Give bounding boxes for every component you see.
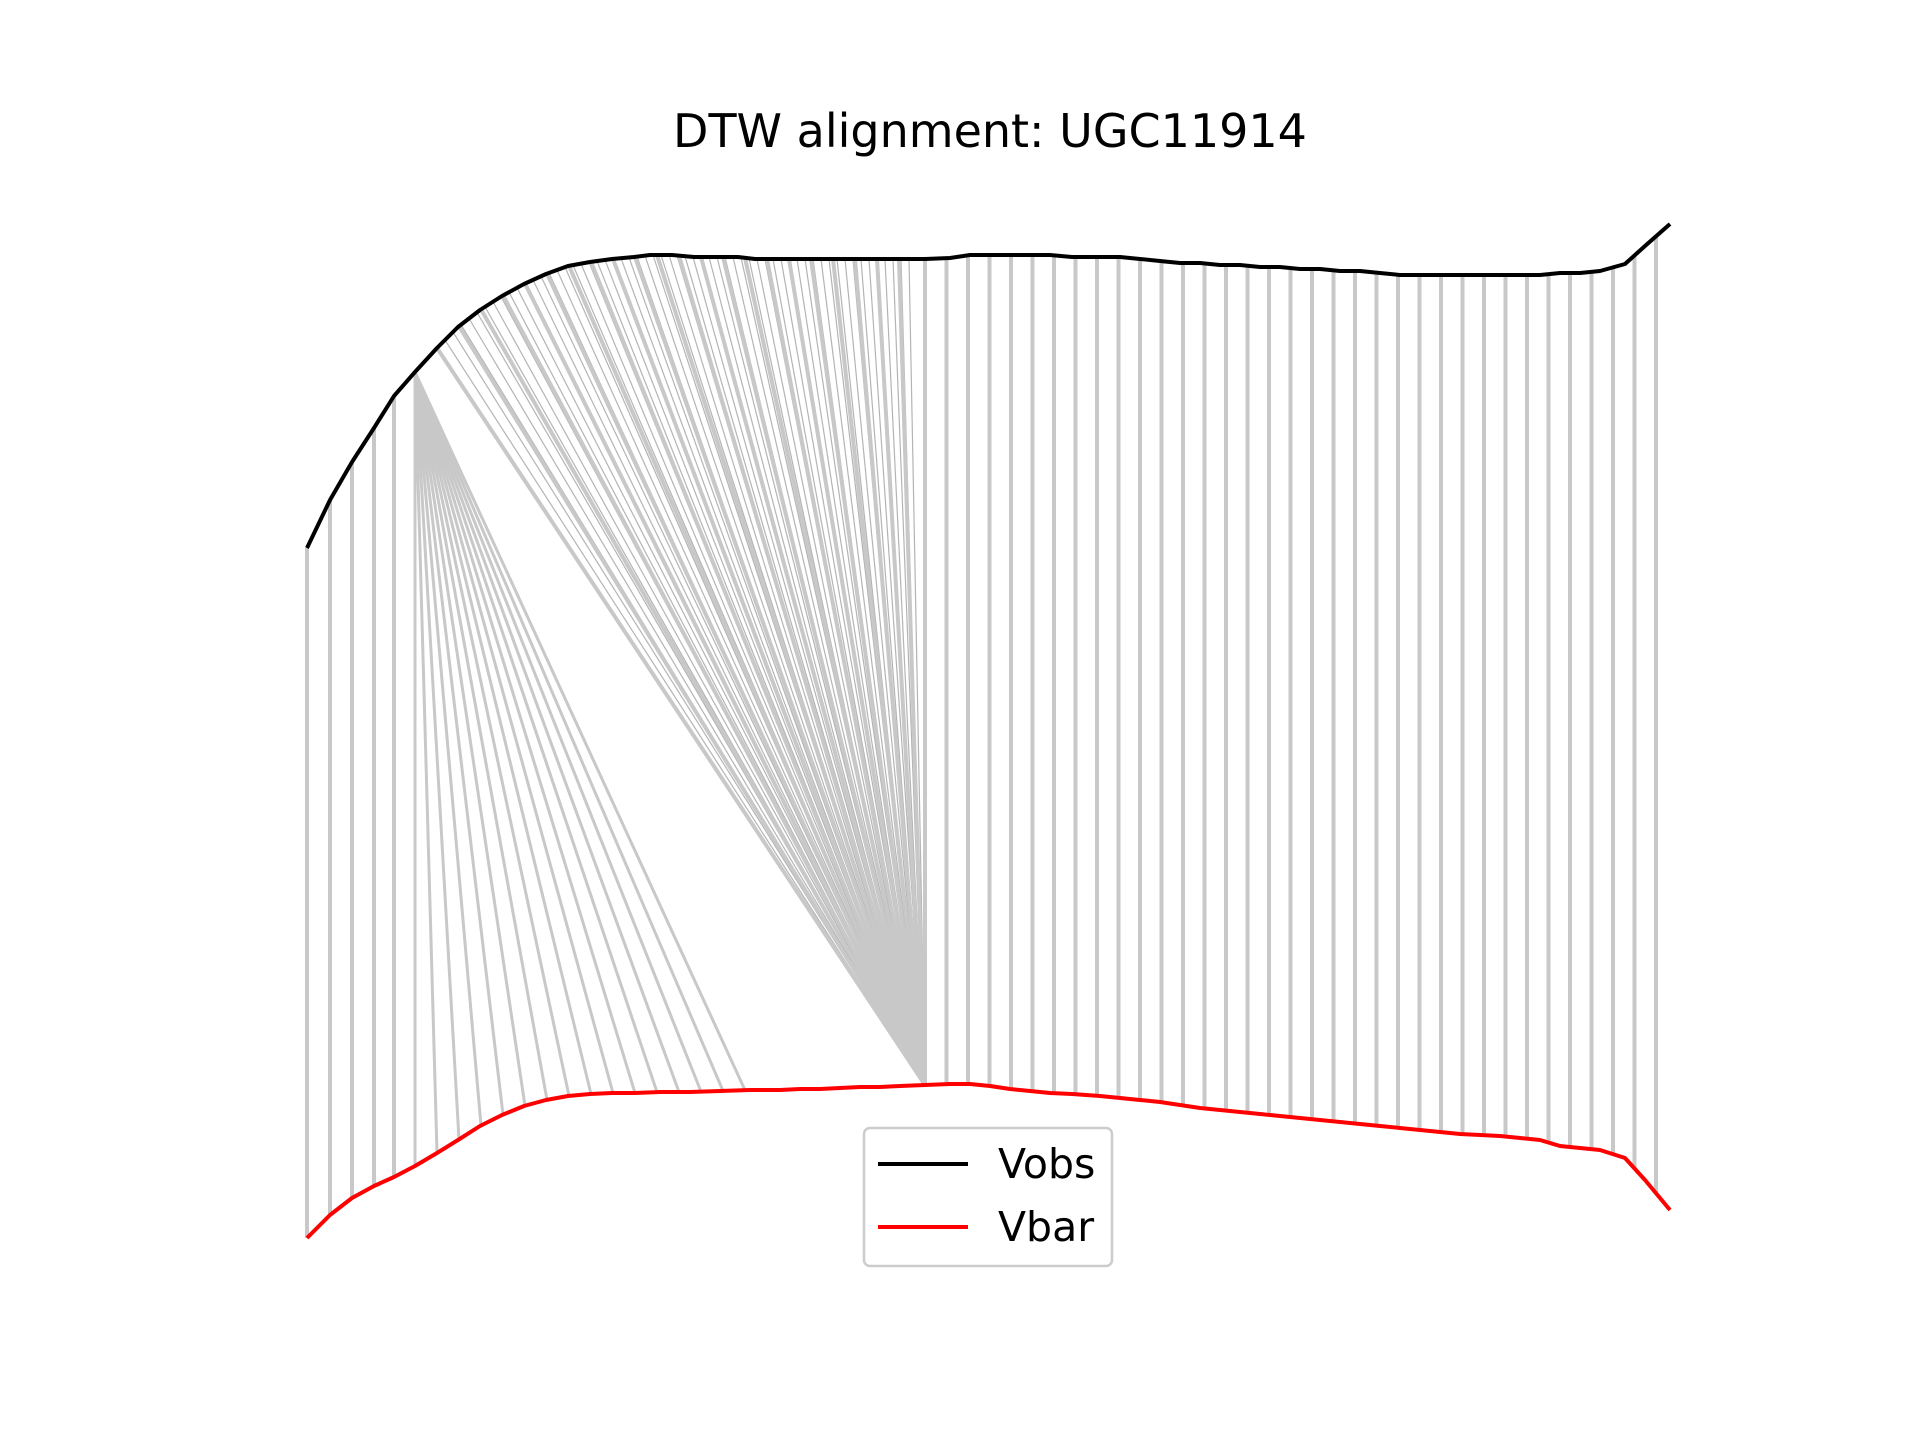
alignment-connector [457,325,927,1087]
alignment-connector [413,371,681,1093]
legend-label-vobs: Vobs [998,1140,1095,1188]
alignment-connectors [305,236,1658,1238]
alignment-connector [413,371,505,1115]
alignment-connector [853,258,927,1086]
alignment-connector [413,371,439,1154]
alignment-connector [743,257,927,1086]
alignment-connector [413,371,549,1101]
alignment-connector [567,265,927,1086]
alignment-connector [831,258,927,1086]
alignment-connector [611,258,927,1086]
alignment-connector [435,346,927,1087]
alignment-connector [501,294,927,1086]
alignment-connector [721,256,927,1086]
alignment-connector [699,256,927,1086]
alignment-connector [523,282,927,1086]
legend-label-vbar: Vbar [998,1203,1094,1251]
alignment-connector [677,255,927,1086]
alignment-connector [413,371,483,1126]
alignment-connector [413,371,725,1092]
alignment-connector [413,371,461,1140]
alignment-connector [479,308,927,1086]
alignment-connector [787,258,927,1086]
alignment-connector [413,371,593,1095]
alignment-connector [413,371,615,1094]
series-line-vobs [305,222,1672,549]
alignment-connector [589,261,927,1086]
alignment-connector [655,254,927,1086]
alignment-connector [809,258,927,1086]
alignment-connector [633,256,927,1086]
alignment-connector [897,258,927,1086]
alignment-connector [413,371,637,1094]
alignment-connector [468,318,926,1086]
alignment-connector [413,371,703,1093]
legend: Vobs Vbar [862,1126,1114,1268]
alignment-connector [413,371,747,1091]
alignment-connector [413,371,659,1093]
alignment-connector [545,272,927,1086]
alignment-connector [765,258,927,1086]
chart-title: DTW alignment: UGC11914 [673,104,1307,158]
alignment-connector [413,371,527,1106]
alignment-connector [413,371,571,1097]
alignment-connector [875,258,927,1086]
series-line-vbar [305,1082,1672,1240]
